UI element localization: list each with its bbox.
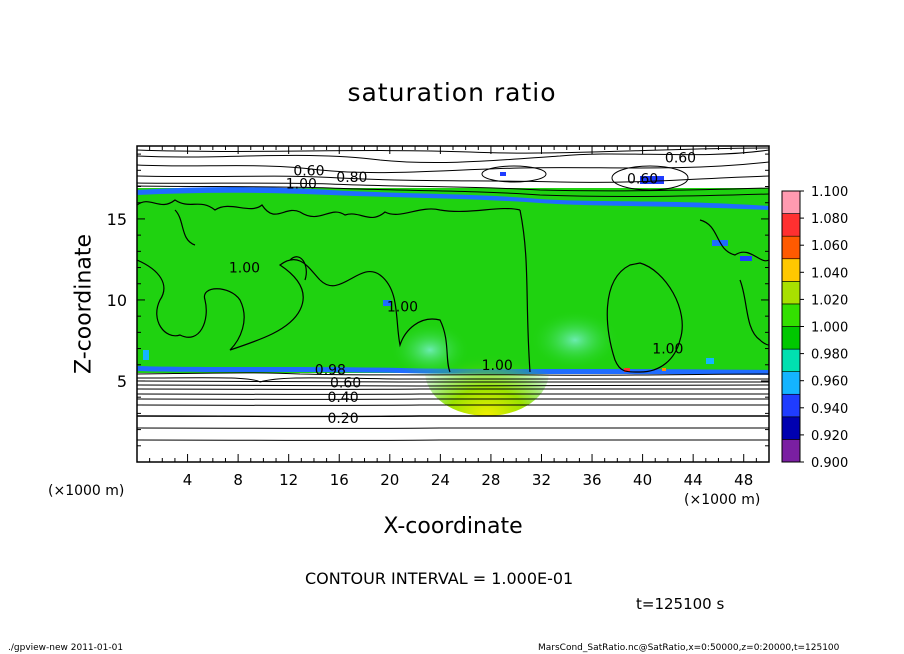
- x-tick-label: 44: [684, 471, 703, 489]
- x-axis-label: X-coordinate: [383, 514, 523, 539]
- x-tick-label: 36: [582, 471, 601, 489]
- contour-label: 0.60: [665, 150, 696, 166]
- y-tick-label: 10: [107, 291, 127, 310]
- contour-label: 1.00: [229, 261, 260, 277]
- colorbar-label: 0.980: [811, 348, 848, 363]
- contours-lower: [137, 372, 769, 441]
- time-stamp: t=125100 s: [636, 595, 725, 613]
- y-axis-label: Z-coordinate: [71, 234, 97, 374]
- colorbar-label: 1.060: [811, 239, 848, 254]
- contour-label: 1.00: [286, 176, 317, 192]
- colorbar: 0.900 0.920 0.940 0.960 0.980 1.000 1.020 1.040…: [781, 185, 848, 471]
- y-tick-label: 15: [107, 210, 127, 229]
- contours-layer: [137, 199, 769, 373]
- contour-label: 0.60: [293, 163, 324, 179]
- contour-label: 1.00: [387, 299, 418, 315]
- contour-labels: 0.60 0.801.000.600.601.001.001.001.000.98…: [229, 150, 696, 427]
- speck: [640, 176, 664, 184]
- x-tick-label: 4: [183, 471, 193, 489]
- speck: [143, 350, 149, 360]
- footer-right: MarsCond_SatRatio.nc@SatRatio,x=0:50000,…: [538, 643, 840, 653]
- colorbar-label: 1.020: [811, 293, 848, 308]
- speck: [706, 358, 714, 364]
- colorbar-label: 1.040: [811, 266, 848, 281]
- contour-interval: CONTOUR INTERVAL = 1.000E-01: [305, 569, 574, 588]
- peak-speck-2: [662, 368, 666, 371]
- contour-label: 0.80: [336, 170, 367, 186]
- colorbar-swatch: [781, 371, 801, 395]
- plot-field: [137, 147, 769, 441]
- peak-speck: [624, 368, 630, 372]
- colorbar-label: 0.900: [811, 456, 848, 471]
- colorbar-swatch: [781, 393, 801, 418]
- colorbar-swatch: [781, 213, 801, 237]
- contour-label: 0.40: [327, 390, 358, 406]
- colorbar-swatch: [781, 416, 801, 440]
- speck: [500, 172, 506, 176]
- colorbar-label: 1.000: [811, 321, 848, 336]
- colorbar-swatch: [781, 258, 801, 282]
- x-axis: 4 8 12 16 20 24 28 32 36 40 44 48: [149, 146, 757, 489]
- contour-label: 0.98: [315, 363, 346, 379]
- colorbar-swatch: [781, 348, 801, 372]
- colorbar-label: 1.100: [811, 185, 848, 200]
- x-unit-label: (×1000 m): [48, 483, 125, 499]
- x-tick-label: 16: [330, 471, 349, 489]
- colorbar-label: 0.940: [811, 402, 848, 417]
- contour-label: 1.00: [652, 342, 683, 358]
- contour-label: 0.60: [627, 171, 658, 187]
- x-unit-label-right: (×1000 m): [684, 492, 761, 508]
- low-region-2: [530, 310, 620, 370]
- colorbar-swatch: [781, 439, 801, 463]
- y-axis: 5 10 15: [107, 153, 769, 447]
- chart-title: saturation ratio: [347, 78, 557, 107]
- x-tick-label: 28: [481, 471, 500, 489]
- contours-upper: [137, 147, 769, 198]
- colorbar-swatch: [781, 281, 801, 305]
- low-region: [390, 322, 470, 378]
- x-tick-label: 32: [532, 471, 551, 489]
- contour-label: 0.20: [327, 411, 358, 427]
- footer-left: ./gpview-new 2011-01-01: [8, 643, 124, 653]
- upper-fringe: [137, 187, 769, 210]
- x-tick-label: 12: [279, 471, 298, 489]
- x-tick-label: 8: [233, 471, 243, 489]
- colorbar-swatch: [781, 190, 801, 214]
- colorbar-label: 1.080: [811, 212, 848, 227]
- x-tick-label: 48: [734, 471, 753, 489]
- colorbar-label: 0.960: [811, 375, 848, 390]
- x-tick-label: 20: [380, 471, 399, 489]
- x-tick-label: 40: [633, 471, 652, 489]
- colorbar-swatch: [781, 326, 801, 350]
- colorbar-label: 0.920: [811, 429, 848, 444]
- colorbar-frame: [781, 190, 801, 463]
- colorbar-swatch: [781, 235, 801, 260]
- speck: [383, 300, 391, 306]
- contour-label: 0.60: [330, 376, 361, 392]
- y-tick-label: 5: [117, 372, 127, 391]
- contour-label: 1.00: [482, 358, 513, 374]
- x-tick-label: 24: [431, 471, 450, 489]
- speck: [740, 256, 752, 261]
- colorbar-swatch: [781, 303, 801, 327]
